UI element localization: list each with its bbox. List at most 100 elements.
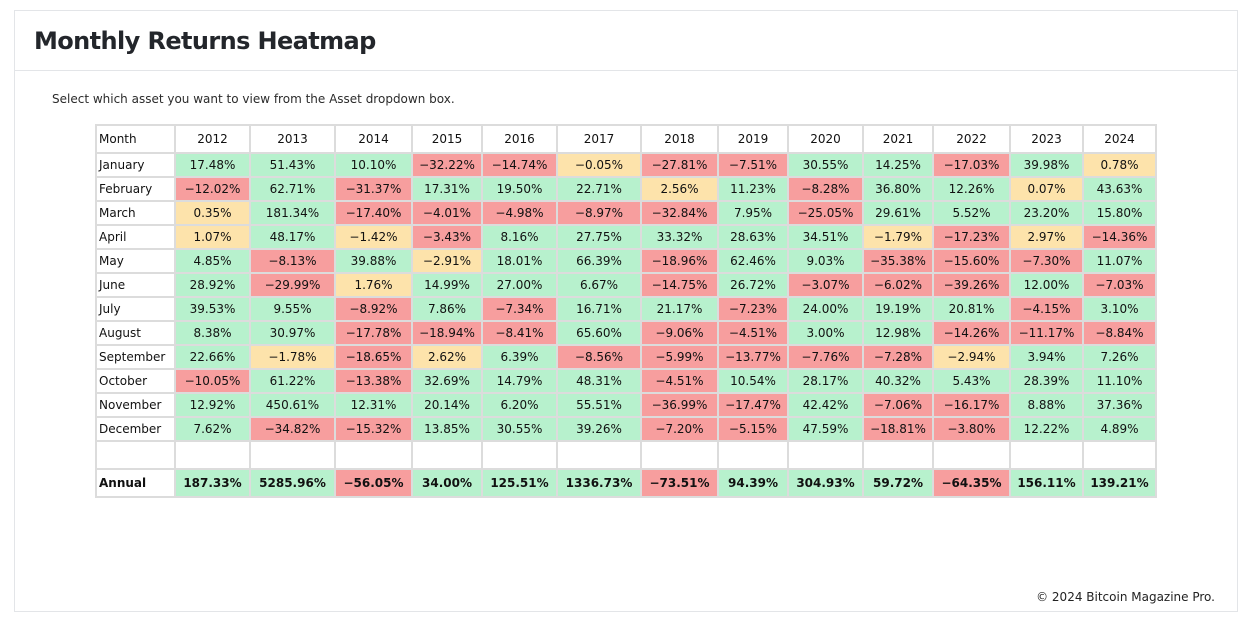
heatmap-cell: −8.13%: [249, 248, 336, 274]
heatmap-cell: 29.61%: [862, 200, 934, 226]
row-label-month: January: [95, 152, 176, 178]
heatmap-cell: −27.81%: [640, 152, 719, 178]
month-row: January 17.48% 51.43% 10.10% −32.22% −14.74% −…: [95, 152, 1157, 178]
heatmap-cell: 6.39%: [481, 344, 558, 370]
heatmap-cell: 14.79%: [481, 368, 558, 394]
heatmap-cell: 21.17%: [640, 296, 719, 322]
heatmap-cell: 10.54%: [717, 368, 789, 394]
spacer-cell: [174, 440, 251, 470]
heatmap-cell: −7.03%: [1082, 272, 1157, 298]
heatmap-cell: −17.03%: [932, 152, 1011, 178]
heatmap-cell: 22.66%: [174, 344, 251, 370]
heatmap-cell: 30.55%: [481, 416, 558, 442]
heatmap-cell: 12.22%: [1009, 416, 1084, 442]
card-header: Monthly Returns Heatmap: [15, 11, 1237, 71]
heatmap-cell: 3.00%: [787, 320, 864, 346]
heatmap-cell: 11.10%: [1082, 368, 1157, 394]
column-header-year: 2020: [787, 124, 864, 154]
heatmap-cell: 30.55%: [787, 152, 864, 178]
spacer-cell: [932, 440, 1011, 470]
copyright-footer: © 2024 Bitcoin Magazine Pro.: [1036, 590, 1215, 604]
heatmap-cell: 39.53%: [174, 296, 251, 322]
heatmap-cell: 6.67%: [556, 272, 642, 298]
heatmap-cell: −36.99%: [640, 392, 719, 418]
column-header-year: 2024: [1082, 124, 1157, 154]
row-label-month: April: [95, 224, 176, 250]
heatmap-cell: −1.78%: [249, 344, 336, 370]
month-row: March 0.35% 181.34% −17.40% −4.01% −4.98% −8.9…: [95, 200, 1157, 226]
heatmap-cell: 7.26%: [1082, 344, 1157, 370]
heatmap-cell: 14.99%: [411, 272, 483, 298]
spacer-cell: [862, 440, 934, 470]
spacer-cell: [334, 440, 413, 470]
heatmap-cell: −39.26%: [932, 272, 1011, 298]
heatmap-cell: −18.81%: [862, 416, 934, 442]
heatmap-cell: 10.10%: [334, 152, 413, 178]
heatmap-cell: −8.41%: [481, 320, 558, 346]
heatmap-cell: 450.61%: [249, 392, 336, 418]
column-header-year: 2021: [862, 124, 934, 154]
heatmap-cell: 26.72%: [717, 272, 789, 298]
heatmap-cell: 1.76%: [334, 272, 413, 298]
heatmap-cell: 33.32%: [640, 224, 719, 250]
heatmap-cell: −7.23%: [717, 296, 789, 322]
heatmap-cell: −8.97%: [556, 200, 642, 226]
heatmap-cell: 62.46%: [717, 248, 789, 274]
heatmap-cell: −2.91%: [411, 248, 483, 274]
heatmap-cell: −9.06%: [640, 320, 719, 346]
heatmap-cell: 19.19%: [862, 296, 934, 322]
heatmap-cell: −8.56%: [556, 344, 642, 370]
heatmap-cell: 12.00%: [1009, 272, 1084, 298]
page-title: Monthly Returns Heatmap: [34, 27, 376, 55]
month-row: July 39.53% 9.55% −8.92% 7.86% −7.34% 16.71% 21…: [95, 296, 1157, 322]
heatmap-cell: 17.48%: [174, 152, 251, 178]
heatmap-cell: 5.43%: [932, 368, 1011, 394]
annual-cell: 156.11%: [1009, 468, 1084, 498]
heatmap-cell: 39.26%: [556, 416, 642, 442]
heatmap-cell: −29.99%: [249, 272, 336, 298]
heatmap-cell: 39.98%: [1009, 152, 1084, 178]
column-header-year: 2019: [717, 124, 789, 154]
returns-heatmap-table: Month 2012 2013 2014 2015 2016 2017 2018 2019 20…: [95, 124, 1157, 498]
heatmap-cell: 12.92%: [174, 392, 251, 418]
row-label-month: February: [95, 176, 176, 202]
heatmap-cell: 22.71%: [556, 176, 642, 202]
heatmap-cell: −32.84%: [640, 200, 719, 226]
heatmap-cell: 13.85%: [411, 416, 483, 442]
spacer-cell: [556, 440, 642, 470]
heatmap-cell: 4.89%: [1082, 416, 1157, 442]
month-row: April 1.07% 48.17% −1.42% −3.43% 8.16% 27.75% 3…: [95, 224, 1157, 250]
heatmap-cell: 24.00%: [787, 296, 864, 322]
heatmap-cell: 28.39%: [1009, 368, 1084, 394]
heatmap-cell: 9.03%: [787, 248, 864, 274]
heatmap-cell: 47.59%: [787, 416, 864, 442]
column-header-year: 2022: [932, 124, 1011, 154]
spacer-cell: [717, 440, 789, 470]
heatmap-cell: −4.01%: [411, 200, 483, 226]
heatmap-cell: −5.99%: [640, 344, 719, 370]
heatmap-cell: 7.62%: [174, 416, 251, 442]
heatmap-cell: −17.78%: [334, 320, 413, 346]
spacer-cell: [249, 440, 336, 470]
heatmap-cell: −17.47%: [717, 392, 789, 418]
heatmap-cell: 0.07%: [1009, 176, 1084, 202]
heatmap-cell: 40.32%: [862, 368, 934, 394]
month-row: October −10.05% 61.22% −13.38% 32.69% 14.79% 4…: [95, 368, 1157, 394]
heatmap-cell: −2.94%: [932, 344, 1011, 370]
heatmap-cell: −18.94%: [411, 320, 483, 346]
column-header-year: 2013: [249, 124, 336, 154]
heatmap-cell: −7.51%: [717, 152, 789, 178]
heatmap-cell: −15.32%: [334, 416, 413, 442]
heatmap-cell: −6.02%: [862, 272, 934, 298]
heatmap-cell: −7.06%: [862, 392, 934, 418]
heatmap-cell: −8.28%: [787, 176, 864, 202]
heatmap-cell: 37.36%: [1082, 392, 1157, 418]
row-label-month: December: [95, 416, 176, 442]
annual-row: Annual 187.33% 5285.96% −56.05% 34.00% 125.51…: [95, 468, 1157, 498]
column-header-year: 2023: [1009, 124, 1084, 154]
heatmap-cell: 181.34%: [249, 200, 336, 226]
heatmap-cell: −15.60%: [932, 248, 1011, 274]
heatmap-cell: −32.22%: [411, 152, 483, 178]
heatmap-cell: 14.25%: [862, 152, 934, 178]
row-label-month: October: [95, 368, 176, 394]
